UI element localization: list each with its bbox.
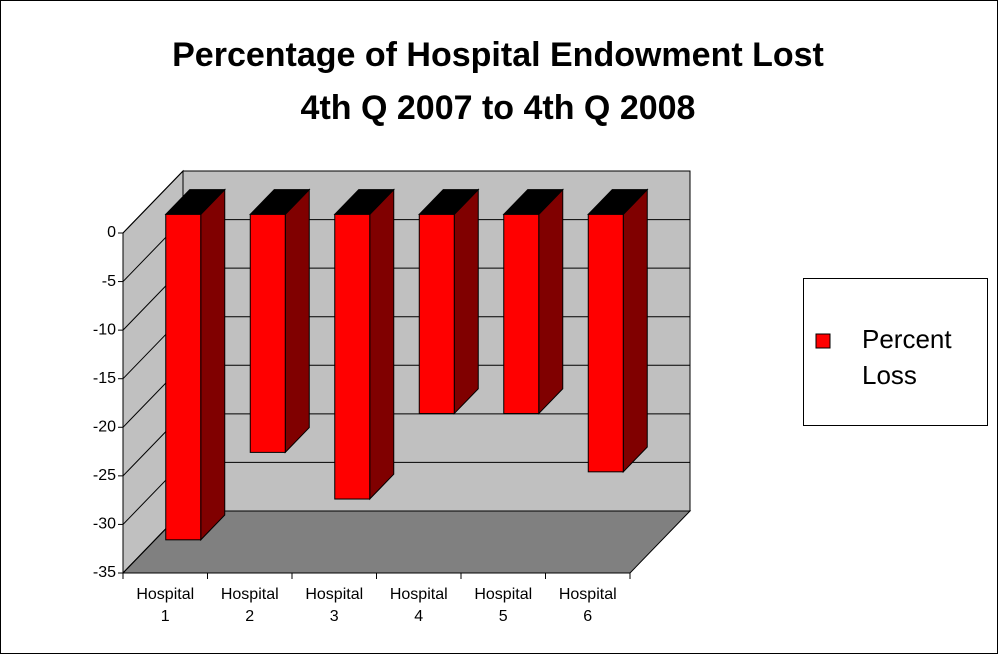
bar-side (200, 188, 226, 542)
bar (165, 213, 202, 541)
bar (587, 213, 624, 473)
bar (503, 213, 540, 415)
x-tick-label: Hospital 2 (221, 586, 279, 625)
bar-side (369, 188, 395, 501)
y-tick-label: -10 (93, 321, 116, 338)
y-tick-label: -25 (93, 467, 116, 484)
bar-side (622, 188, 648, 474)
chart-title: Percentage of Hospital Endowment Lost (172, 36, 824, 74)
bar-side (453, 188, 479, 415)
x-tick-label: Hospital 3 (305, 586, 363, 625)
bar (418, 213, 455, 415)
chart-title: 4th Q 2007 to 4th Q 2008 (301, 89, 696, 127)
y-tick-label: -5 (102, 273, 116, 290)
grid-line (122, 170, 184, 234)
bar (334, 213, 371, 500)
bar (249, 213, 286, 453)
bar-side (284, 188, 310, 454)
x-tick-label: Hospital 5 (474, 586, 532, 625)
bar-side (538, 188, 564, 415)
x-tick-label: Hospital 6 (559, 586, 617, 625)
legend-box (803, 278, 988, 426)
y-tick-label: -35 (93, 564, 116, 581)
y-tick-label: -30 (93, 516, 116, 533)
y-tick-label: -15 (93, 370, 116, 387)
x-tick-label: Hospital 1 (136, 586, 194, 625)
y-tick-label: -20 (93, 419, 116, 436)
legend-swatch (815, 333, 831, 349)
y-tick-label: 0 (107, 224, 116, 241)
x-tick-label: Hospital 4 (390, 586, 448, 625)
legend-label: Percent Loss (862, 324, 952, 390)
